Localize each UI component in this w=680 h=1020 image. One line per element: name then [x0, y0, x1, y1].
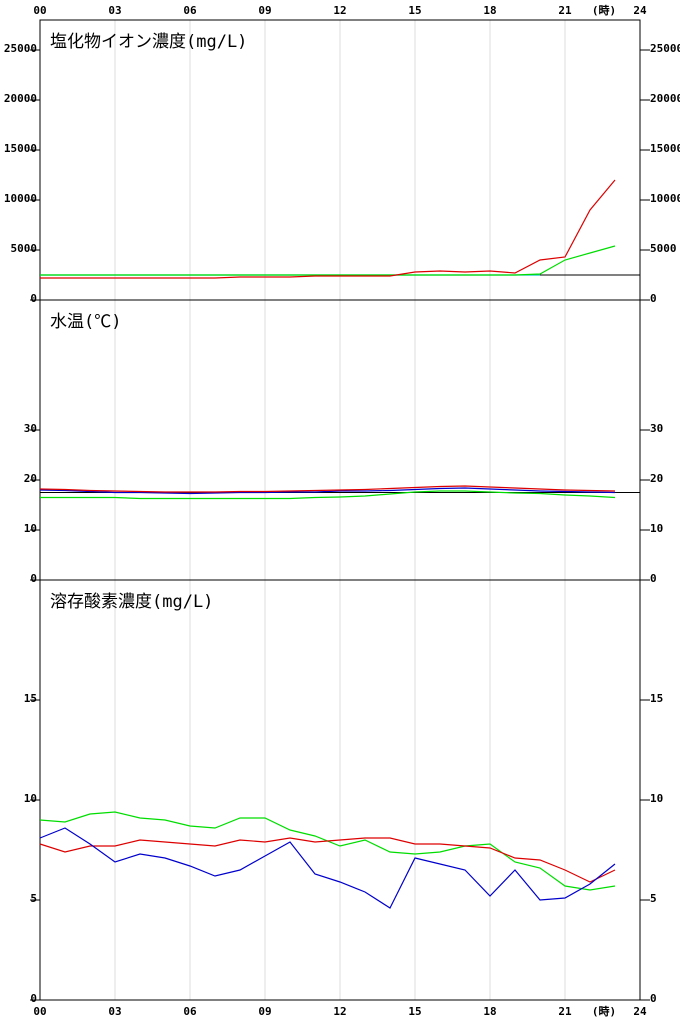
series-line	[40, 490, 616, 500]
x-tick-label: 00	[33, 1005, 46, 1018]
y-tick-label: 20000	[650, 92, 680, 105]
x-tick-label: 03	[108, 4, 121, 17]
x-tick-label: 12	[333, 4, 346, 17]
y-tick-label: 25000	[650, 42, 680, 55]
y-tick-label: 0	[30, 992, 37, 1005]
chart-title: 水温(℃)	[50, 312, 121, 332]
series-line	[39, 827, 616, 909]
y-tick-label: 15000	[650, 142, 680, 155]
x-tick-label: 06	[183, 1005, 197, 1018]
x-unit-label: (時)	[592, 1004, 616, 1018]
y-tick-label: 30	[24, 422, 37, 435]
y-tick-label: 15	[24, 692, 37, 705]
x-tick-label: 21	[558, 1005, 572, 1018]
y-tick-label: 10000	[4, 192, 37, 205]
x-unit-label: (時)	[592, 3, 616, 17]
x-tick-label: 12	[333, 1005, 346, 1018]
series-line	[39, 485, 616, 493]
x-tick-label: 00	[33, 4, 46, 17]
y-tick-label: 5000	[11, 242, 38, 255]
x-tick-label: 18	[483, 4, 496, 17]
y-tick-label: 10	[24, 522, 37, 535]
y-tick-label: 0	[30, 292, 37, 305]
y-tick-label: 0	[30, 572, 37, 585]
y-tick-label: 20	[24, 472, 37, 485]
x-tick-label: 03	[108, 1005, 121, 1018]
y-tick-label: 10	[650, 522, 663, 535]
series-line	[40, 245, 616, 276]
y-tick-label: 0	[650, 992, 657, 1005]
y-tick-label: 5	[30, 892, 37, 905]
y-tick-label: 10	[24, 792, 37, 805]
y-tick-label: 20	[650, 472, 663, 485]
y-tick-label: 10000	[650, 192, 680, 205]
y-tick-label: 25000	[4, 42, 37, 55]
y-tick-label: 5	[650, 892, 657, 905]
x-tick-label: 09	[258, 1005, 271, 1018]
chart-title: 溶存酸素濃度(mg/L)	[50, 592, 213, 612]
y-tick-label: 15000	[4, 142, 37, 155]
y-tick-label: 5000	[650, 242, 677, 255]
x-tick-label: 15	[408, 1005, 421, 1018]
series-line	[39, 837, 616, 883]
chart-title: 塩化物イオン濃度(mg/L)	[50, 32, 247, 52]
y-tick-label: 0	[650, 572, 657, 585]
y-tick-label: 10	[650, 792, 663, 805]
x-tick-label: 06	[183, 4, 197, 17]
plot-frame	[39, 579, 641, 1001]
y-tick-label: 0	[650, 292, 657, 305]
x-tick-label: 09	[258, 4, 271, 17]
x-tick-label: 21	[558, 4, 572, 17]
series-line	[39, 487, 616, 495]
x-tick-label: 18	[483, 1005, 496, 1018]
y-tick-label: 15	[650, 692, 663, 705]
series-line	[40, 179, 616, 279]
y-tick-label: 20000	[4, 92, 37, 105]
x-tick-label: 24	[633, 4, 647, 17]
x-tick-label: 15	[408, 4, 421, 17]
x-tick-label: 24	[633, 1005, 647, 1018]
y-tick-label: 30	[650, 422, 663, 435]
